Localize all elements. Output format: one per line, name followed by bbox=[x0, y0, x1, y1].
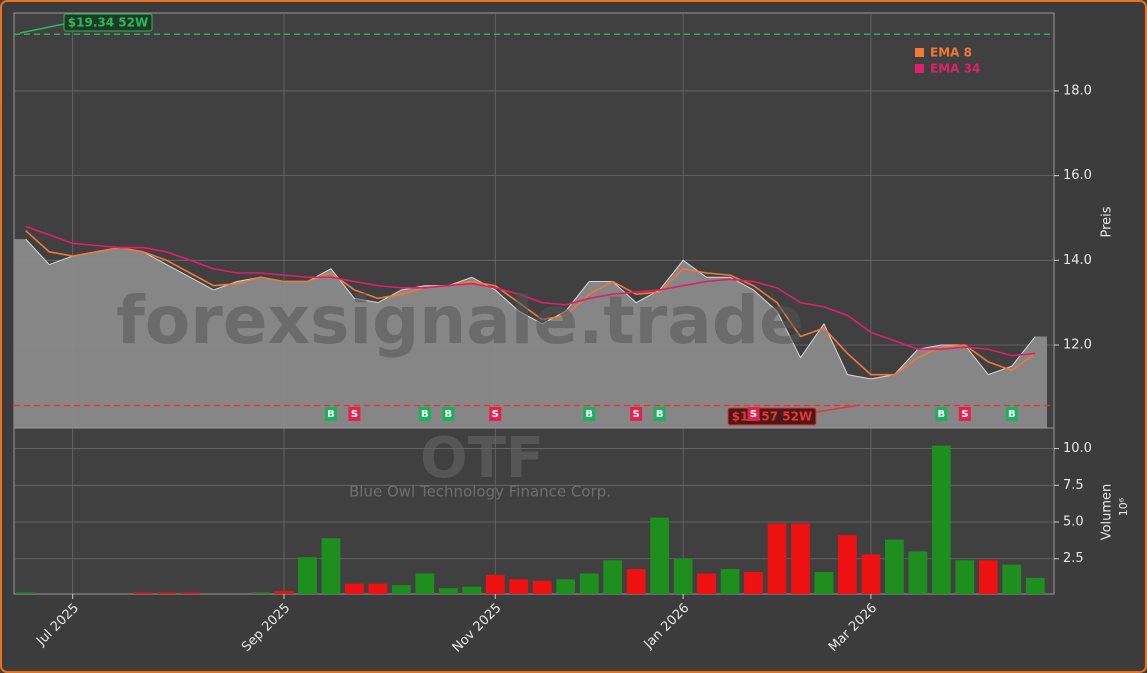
signal-label: B bbox=[585, 409, 593, 420]
volume-bar bbox=[298, 557, 317, 594]
volume-bar bbox=[626, 569, 646, 594]
y-tick-label: 18.0 bbox=[1063, 83, 1092, 98]
signal-marker bbox=[583, 407, 596, 421]
low_52w-label: $10.57 52W bbox=[732, 410, 812, 424]
signal-label: S bbox=[633, 409, 640, 420]
volume-bar bbox=[180, 592, 200, 594]
volume-bar bbox=[485, 574, 505, 594]
volume-bar bbox=[509, 579, 529, 594]
signal-marker bbox=[348, 407, 361, 421]
watermark: forexsignale.trade bbox=[116, 282, 804, 359]
arrow bbox=[815, 404, 861, 413]
y-tick-label: 5.0 bbox=[1063, 515, 1084, 530]
volume-bar bbox=[931, 445, 951, 594]
volume-bar bbox=[462, 586, 482, 594]
signal-marker bbox=[935, 407, 948, 421]
volume-bar bbox=[603, 560, 623, 594]
volume-bar bbox=[368, 583, 388, 594]
volume-bar bbox=[908, 551, 928, 594]
volume-bar bbox=[579, 573, 599, 594]
volume-bar bbox=[861, 554, 881, 594]
signal-label: B bbox=[656, 409, 664, 420]
signal-label: B bbox=[445, 409, 453, 420]
price-line bbox=[25, 238, 1036, 380]
signal-label: B bbox=[1008, 409, 1016, 420]
legend-label: EMA 34 bbox=[930, 62, 980, 76]
volume-bar bbox=[838, 535, 857, 594]
price-area bbox=[14, 239, 1047, 428]
ema-line bbox=[25, 230, 1036, 376]
y-tick-label: 7.5 bbox=[1063, 478, 1084, 493]
volume-bar bbox=[885, 539, 904, 594]
volume-bar bbox=[650, 517, 670, 594]
volume-bar bbox=[814, 571, 834, 594]
signal-marker bbox=[1005, 407, 1018, 421]
volume-bar bbox=[767, 523, 787, 594]
legend-label: EMA 8 bbox=[930, 46, 972, 60]
volume-bar bbox=[791, 523, 810, 594]
volume-bar bbox=[345, 583, 364, 594]
volume-bar bbox=[391, 585, 411, 594]
signal-marker bbox=[324, 407, 337, 421]
volume-bar bbox=[532, 580, 552, 594]
signal-marker bbox=[418, 407, 431, 421]
y-tick-label: 2.5 bbox=[1063, 551, 1084, 566]
signal-label: S bbox=[750, 409, 757, 420]
volume-bar bbox=[1002, 564, 1022, 594]
y-tick-label: 12.0 bbox=[1063, 338, 1092, 353]
volume-bar bbox=[697, 573, 716, 594]
volume-bar bbox=[157, 592, 176, 594]
volume-bar bbox=[251, 592, 270, 594]
volume-bar bbox=[415, 573, 435, 594]
y-axis-scale: 10⁶ bbox=[1117, 497, 1130, 516]
volume-bar bbox=[16, 592, 36, 594]
volume-bar bbox=[720, 569, 740, 594]
arrow bbox=[19, 23, 65, 34]
y-axis-label: Volumen bbox=[1100, 484, 1115, 541]
signal-label: S bbox=[492, 409, 499, 420]
signal-label: B bbox=[421, 409, 429, 420]
volume-bar bbox=[673, 558, 693, 594]
signal-marker bbox=[653, 407, 666, 421]
signal-marker bbox=[442, 407, 455, 421]
volume-bar bbox=[978, 560, 998, 594]
signal-label: B bbox=[938, 409, 946, 420]
legend-swatch bbox=[915, 48, 924, 57]
signal-marker bbox=[489, 407, 502, 421]
high_52w-label: $19.34 52W bbox=[68, 16, 148, 30]
legend-swatch bbox=[915, 64, 924, 73]
y-tick-label: 16.0 bbox=[1063, 168, 1092, 183]
signal-label: S bbox=[351, 409, 358, 420]
symbol-watermark: OTF bbox=[420, 426, 544, 491]
y-tick-label: 14.0 bbox=[1063, 253, 1092, 268]
signal-marker bbox=[630, 407, 643, 421]
high_52w-label-box bbox=[63, 13, 153, 32]
volume-bar bbox=[744, 571, 763, 594]
ema-line bbox=[25, 225, 1036, 357]
volume-bar bbox=[556, 579, 576, 594]
volume-bar bbox=[133, 592, 153, 594]
volume-bar bbox=[438, 588, 458, 594]
signal-label: S bbox=[961, 409, 968, 420]
signal-label: B bbox=[327, 409, 335, 420]
signal-marker bbox=[747, 407, 760, 421]
volume-bar bbox=[1025, 577, 1045, 594]
volume-bar bbox=[321, 538, 341, 594]
y-axis-label: Preis bbox=[1100, 206, 1115, 237]
volume-bar bbox=[274, 591, 294, 594]
y-tick-label: 10.0 bbox=[1063, 441, 1092, 456]
volume-bar bbox=[955, 560, 975, 594]
company-watermark: Blue Owl Technology Finance Corp. bbox=[349, 483, 611, 501]
signal-marker bbox=[958, 407, 971, 421]
